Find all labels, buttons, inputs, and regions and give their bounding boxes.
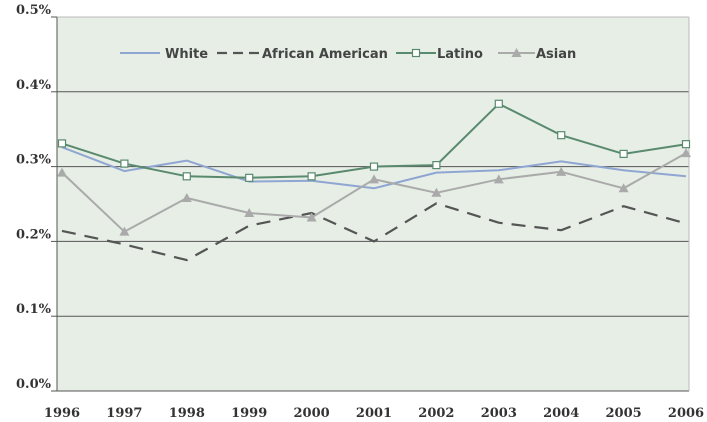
- y-axis: 0.0% 0.1% 0.2% 0.3% 0.4% 0.5%: [16, 3, 58, 392]
- y-tick-label: 0.4%: [16, 78, 52, 93]
- data-point: [181, 193, 192, 203]
- y-tick-label: 0.3%: [16, 153, 52, 168]
- series-layer: [57, 99, 691, 262]
- data-point: [369, 162, 379, 171]
- legend-label: Asian: [536, 47, 576, 62]
- data-point: [556, 166, 567, 176]
- legend-item-african-american: African American: [217, 47, 388, 62]
- data-point: [369, 174, 379, 184]
- legend-item-asian: Asian: [498, 47, 576, 62]
- data-point: [619, 149, 628, 158]
- legend-item-latino: Latino: [396, 47, 483, 62]
- x-axis: 1996 1997 1998 1999 2000 2001 2002 2003 2004 2005…: [44, 16, 704, 421]
- series-line: [61, 146, 687, 190]
- data-point: [557, 131, 566, 140]
- x-tick-label: 1999: [231, 406, 267, 421]
- x-tick-label: 2002: [418, 406, 454, 421]
- series-asian: [57, 148, 691, 236]
- data-point: [245, 173, 254, 182]
- data-point: [681, 148, 691, 158]
- data-point: [120, 159, 129, 168]
- legend-marker: [511, 48, 522, 57]
- x-tick-label: 2003: [481, 406, 517, 421]
- data-point: [618, 183, 629, 193]
- series-white: [61, 146, 687, 190]
- x-tick-label: 2005: [606, 406, 642, 421]
- plot-area: [57, 17, 689, 391]
- x-tick-label: 1996: [44, 406, 80, 421]
- data-point: [244, 207, 255, 217]
- legend-item-white: White: [120, 47, 208, 62]
- x-tick-label: 1997: [106, 406, 142, 421]
- legend-label: White: [165, 47, 208, 62]
- series-latino: [57, 99, 691, 182]
- y-tick-label: 0.2%: [16, 227, 52, 242]
- data-point: [681, 140, 691, 149]
- data-point: [57, 139, 67, 148]
- x-tick-label: 2000: [294, 406, 330, 421]
- y-tick-label: 0.0%: [16, 377, 52, 392]
- data-point: [182, 172, 191, 181]
- data-point: [306, 212, 317, 222]
- x-tick-label: 2004: [543, 406, 579, 421]
- series-line: [61, 202, 687, 262]
- y-tick-label: 0.1%: [16, 302, 52, 317]
- x-tick-label: 1998: [169, 406, 205, 421]
- data-point: [493, 174, 504, 184]
- y-tick-label: 0.5%: [16, 3, 52, 18]
- legend-label: Latino: [437, 47, 483, 62]
- legend: White African American Latino Asian: [120, 47, 576, 62]
- data-point: [432, 161, 441, 170]
- legend-marker: [411, 48, 421, 58]
- data-point: [119, 226, 130, 236]
- data-point: [494, 99, 503, 108]
- x-tick-label: 2006: [668, 406, 704, 421]
- data-point: [307, 172, 316, 181]
- series-african-american: [61, 202, 687, 262]
- legend-label: African American: [262, 47, 388, 62]
- x-tick-label: 2001: [356, 406, 392, 421]
- data-point: [431, 187, 442, 197]
- data-point: [57, 167, 67, 177]
